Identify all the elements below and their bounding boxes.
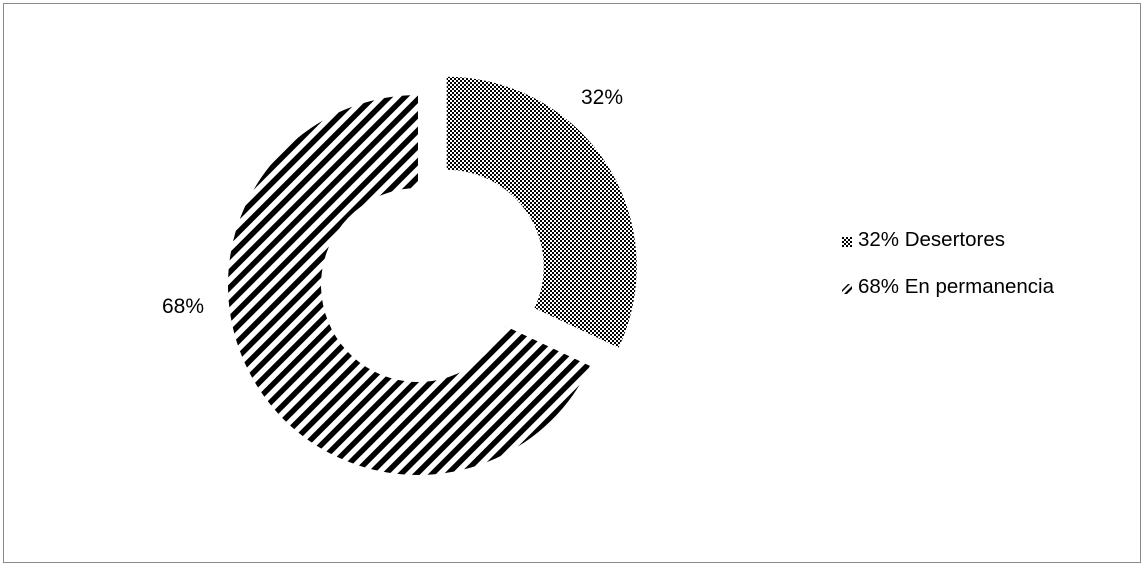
legend-label-en-permanencia: 68% En permanencia <box>858 275 1055 298</box>
legend-swatch-checker <box>842 237 852 247</box>
legend-label-desertores: 32% Desertores <box>858 228 1005 251</box>
data-label-desertores: 32% <box>581 86 623 109</box>
donut-chart: 32% 68% <box>162 76 637 475</box>
donut-slice-desertores <box>446 76 637 348</box>
legend-swatch-stripes <box>842 284 852 294</box>
donut-slice-en-permanencia <box>228 95 590 475</box>
data-label-en-permanencia: 68% <box>162 295 204 318</box>
